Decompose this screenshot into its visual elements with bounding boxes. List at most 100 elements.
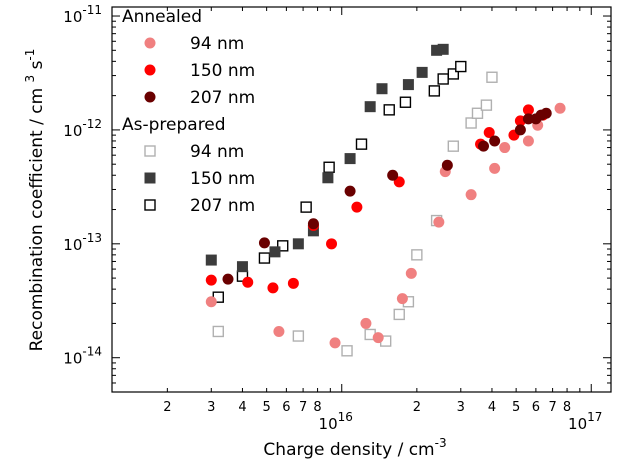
x-minor-tick-label: 2	[163, 400, 171, 415]
data-point	[437, 43, 449, 55]
data-point	[344, 185, 356, 197]
series-annealed-150-nm	[205, 104, 549, 294]
data-point	[307, 218, 319, 230]
data-point	[465, 189, 477, 201]
data-point	[522, 104, 534, 116]
x-major-tick-label: 1016	[319, 410, 353, 433]
data-point	[269, 246, 281, 258]
data-point	[376, 83, 388, 95]
data-point	[465, 117, 477, 129]
data-point	[267, 282, 279, 294]
data-point	[329, 337, 341, 349]
x-axis-label: Charge density / cm-3	[263, 436, 446, 460]
data-point	[292, 330, 305, 342]
data-point	[258, 237, 270, 249]
data-point	[322, 172, 334, 184]
data-point	[405, 267, 417, 279]
data-point	[441, 159, 453, 171]
data-point	[341, 345, 353, 357]
data-point	[326, 238, 338, 250]
legend-entry-label: 207 nm	[190, 88, 255, 108]
data-point	[483, 126, 495, 138]
data-point	[554, 102, 566, 114]
x-minor-tick-label: 7	[548, 400, 556, 415]
data-point	[344, 153, 356, 165]
data-point	[222, 273, 234, 285]
data-point	[205, 254, 217, 266]
data-point	[431, 44, 443, 56]
data-point	[455, 60, 467, 73]
y-major-tick-label: 10-12	[63, 117, 102, 140]
data-point	[447, 140, 460, 152]
data-point	[489, 135, 501, 147]
x-minor-tick-label: 8	[313, 400, 321, 415]
x-minor-tick-label: 5	[262, 400, 270, 415]
data-point	[411, 249, 423, 261]
legend-marker	[144, 91, 156, 103]
data-point	[205, 296, 217, 308]
x-minor-tick-label: 6	[282, 400, 290, 415]
data-point	[428, 85, 441, 97]
legend-marker	[144, 199, 156, 211]
data-point	[486, 71, 498, 83]
data-point	[242, 276, 254, 288]
series-as-prepared-94-nm	[212, 71, 498, 357]
legend-marker	[144, 64, 156, 76]
data-point	[205, 274, 217, 286]
series-as-prepared-207-nm	[212, 60, 467, 303]
data-point	[399, 96, 412, 108]
legend-entry-label: 150 nm	[190, 169, 255, 189]
data-point	[489, 162, 501, 174]
series-annealed-94-nm	[205, 102, 566, 349]
y-major-tick-label: 10-11	[63, 3, 102, 26]
data-point	[300, 201, 312, 213]
data-point	[514, 124, 526, 136]
data-point	[277, 240, 289, 252]
x-minor-tick-label: 2	[413, 400, 421, 415]
data-point	[393, 308, 405, 321]
data-point	[447, 68, 460, 80]
data-point	[351, 201, 363, 213]
x-minor-tick-label: 5	[512, 400, 520, 415]
data-point	[323, 161, 335, 173]
series-annealed-207-nm	[222, 107, 552, 285]
x-minor-tick-label: 4	[488, 400, 496, 415]
data-point	[287, 277, 299, 289]
legend-group-title: As-prepared	[122, 115, 226, 135]
data-point	[364, 101, 376, 113]
data-point	[372, 332, 384, 344]
legend-marker	[144, 37, 156, 49]
plot-frame	[111, 6, 612, 393]
data-point	[387, 169, 399, 181]
data-point	[478, 140, 490, 152]
legend-entry-label: 150 nm	[190, 61, 255, 81]
data-point	[471, 107, 484, 119]
data-point	[383, 104, 395, 116]
data-point	[273, 325, 285, 337]
legend-marker	[144, 145, 156, 157]
data-point	[540, 107, 552, 119]
x-minor-tick-label: 3	[457, 400, 465, 415]
x-major-tick-label: 1017	[568, 410, 602, 433]
data-point	[437, 73, 449, 85]
legend-entry-label: 94 nm	[190, 142, 244, 162]
data-point	[258, 252, 271, 264]
legend-group-title: Annealed	[122, 7, 202, 27]
data-point	[416, 66, 428, 78]
x-minor-tick-label: 3	[207, 400, 215, 415]
data-point	[499, 142, 511, 154]
x-minor-tick-label: 8	[563, 400, 571, 415]
y-major-tick-label: 10-14	[63, 345, 102, 368]
x-minor-tick-label: 6	[532, 400, 540, 415]
data-point	[292, 238, 304, 250]
legend-entry-label: 207 nm	[190, 196, 255, 216]
data-point	[236, 261, 248, 273]
data-point	[396, 293, 408, 305]
x-minor-tick-label: 4	[238, 400, 246, 415]
data-point	[212, 325, 224, 338]
data-point	[522, 135, 534, 147]
series-as-prepared-150-nm	[205, 43, 449, 273]
data-point	[402, 79, 414, 91]
